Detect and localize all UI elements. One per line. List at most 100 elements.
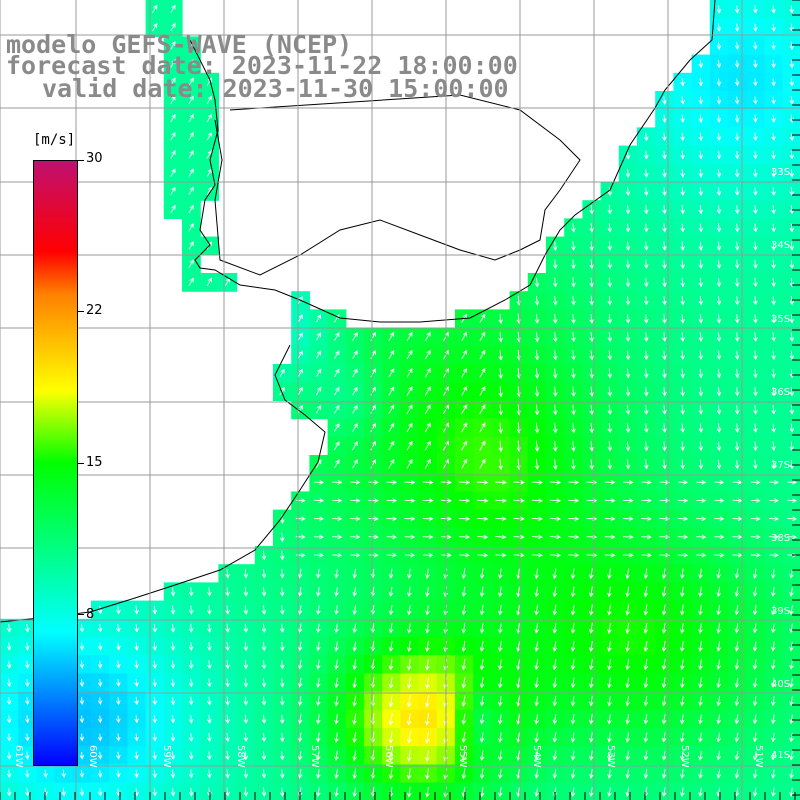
- wind-arrow: [789, 641, 794, 652]
- wind-arrow: [279, 386, 285, 396]
- wind-arrow: [607, 404, 613, 416]
- wind-arrow: [716, 750, 721, 761]
- wind-arrow: [534, 568, 539, 580]
- latitude-label: 35S: [771, 314, 790, 325]
- wind-arrow: [352, 404, 358, 414]
- wind-arrow: [497, 568, 503, 580]
- wind-arrow: [116, 697, 121, 706]
- wind-arrow: [25, 642, 30, 651]
- wind-arrow: [461, 568, 467, 580]
- wind-arrow: [568, 498, 580, 503]
- wind-arrow: [188, 769, 194, 779]
- wind-arrow: [571, 277, 576, 288]
- wind-arrow: [6, 733, 12, 742]
- wind-arrow: [388, 713, 394, 726]
- wind-arrow: [625, 640, 630, 653]
- wind-arrow: [679, 677, 685, 689]
- wind-arrow: [625, 568, 630, 580]
- wind-arrow: [188, 113, 194, 123]
- wind-arrow: [497, 586, 503, 598]
- wind-arrow: [734, 132, 740, 142]
- wind-arrow: [388, 695, 394, 708]
- wind-arrow: [479, 604, 485, 616]
- wind-arrow: [534, 440, 540, 452]
- wind-arrow: [625, 386, 631, 397]
- wind-arrow: [534, 295, 540, 306]
- wind-arrow: [79, 769, 85, 778]
- wind-arrow: [698, 423, 704, 434]
- wind-arrow: [334, 459, 340, 469]
- wind-arrow: [425, 622, 430, 634]
- wind-arrow: [297, 641, 303, 652]
- wind-arrow: [552, 350, 558, 361]
- wind-arrow: [571, 259, 576, 270]
- wind-arrow: [352, 440, 358, 451]
- latitude-label: 37S: [771, 460, 790, 471]
- wind-arrow: [6, 678, 12, 688]
- wind-arrow: [334, 623, 339, 634]
- wind-arrow: [534, 713, 539, 725]
- wind-arrow: [552, 768, 558, 779]
- colorbar-tick-15: 15: [86, 455, 103, 470]
- wind-arrow: [607, 622, 612, 634]
- wind-arrow: [698, 114, 704, 123]
- wind-arrow: [331, 480, 343, 485]
- wind-arrow: [334, 659, 339, 670]
- wind-arrow: [406, 568, 412, 579]
- wind-arrow: [479, 714, 485, 725]
- wind-arrow: [206, 277, 212, 287]
- wind-arrow: [570, 695, 576, 707]
- wind-arrow: [643, 441, 649, 452]
- wind-arrow: [734, 750, 740, 761]
- wind-arrow: [734, 459, 740, 470]
- wind-arrow: [406, 404, 413, 415]
- wind-arrow: [588, 695, 594, 707]
- wind-arrow: [279, 605, 285, 615]
- wind-arrow: [680, 78, 685, 87]
- wind-arrow: [716, 386, 722, 397]
- wind-arrow: [116, 751, 121, 760]
- wind-arrow: [589, 259, 594, 270]
- wind-arrow: [571, 368, 576, 379]
- wind-arrow: [552, 459, 558, 471]
- wind-arrow: [513, 534, 525, 540]
- wind-arrow: [716, 96, 722, 105]
- wind-arrow: [295, 534, 306, 540]
- wind-arrow: [352, 605, 357, 616]
- wind-arrow: [753, 96, 758, 105]
- wind-arrow: [716, 277, 722, 288]
- wind-arrow: [422, 552, 434, 558]
- wind-arrow: [534, 586, 539, 598]
- wind-arrow: [479, 368, 486, 378]
- wind-arrow: [589, 350, 594, 361]
- wind-arrow: [188, 241, 194, 250]
- wind-arrow: [789, 259, 795, 270]
- wind-arrow: [771, 60, 776, 69]
- wind-arrow: [6, 787, 12, 797]
- wind-arrow: [170, 113, 176, 123]
- wind-arrow: [753, 259, 758, 270]
- wind-arrow: [334, 605, 339, 616]
- wind-arrow: [79, 733, 85, 742]
- wind-arrow: [698, 441, 704, 452]
- wind-arrow: [753, 78, 758, 87]
- wind-arrow: [625, 659, 630, 671]
- wind-arrow: [297, 404, 303, 414]
- longitude-label: 60W: [87, 745, 98, 768]
- wind-arrow: [753, 423, 758, 433]
- wind-arrow: [534, 604, 539, 616]
- wind-arrow: [243, 769, 249, 779]
- wind-arrow: [206, 77, 212, 86]
- wind-arrow: [352, 368, 358, 378]
- wind-arrow: [352, 713, 357, 726]
- wind-arrow: [716, 604, 721, 616]
- wind-arrow: [332, 498, 343, 503]
- wind-arrow: [571, 350, 576, 361]
- wind-arrow: [170, 769, 176, 779]
- wind-arrow: [479, 440, 486, 451]
- wind-arrow: [388, 331, 395, 342]
- wind-arrow: [334, 332, 340, 341]
- forecast-date: forecast date: 2023-11-22 18:00:00: [6, 51, 518, 80]
- wind-arrow: [461, 349, 468, 360]
